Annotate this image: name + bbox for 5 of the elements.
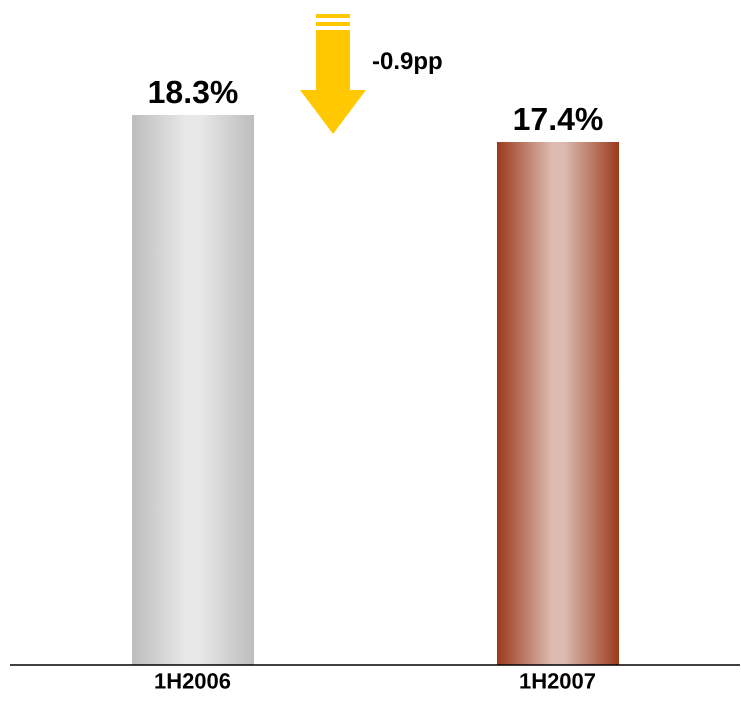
x-tick-label: 1H2007	[518, 668, 596, 694]
text: -0.9pp	[372, 48, 443, 76]
x-tick-label: 1H2006	[154, 668, 232, 694]
data-label: 18.3%	[148, 74, 238, 110]
data-label: 17.4%	[512, 101, 604, 138]
